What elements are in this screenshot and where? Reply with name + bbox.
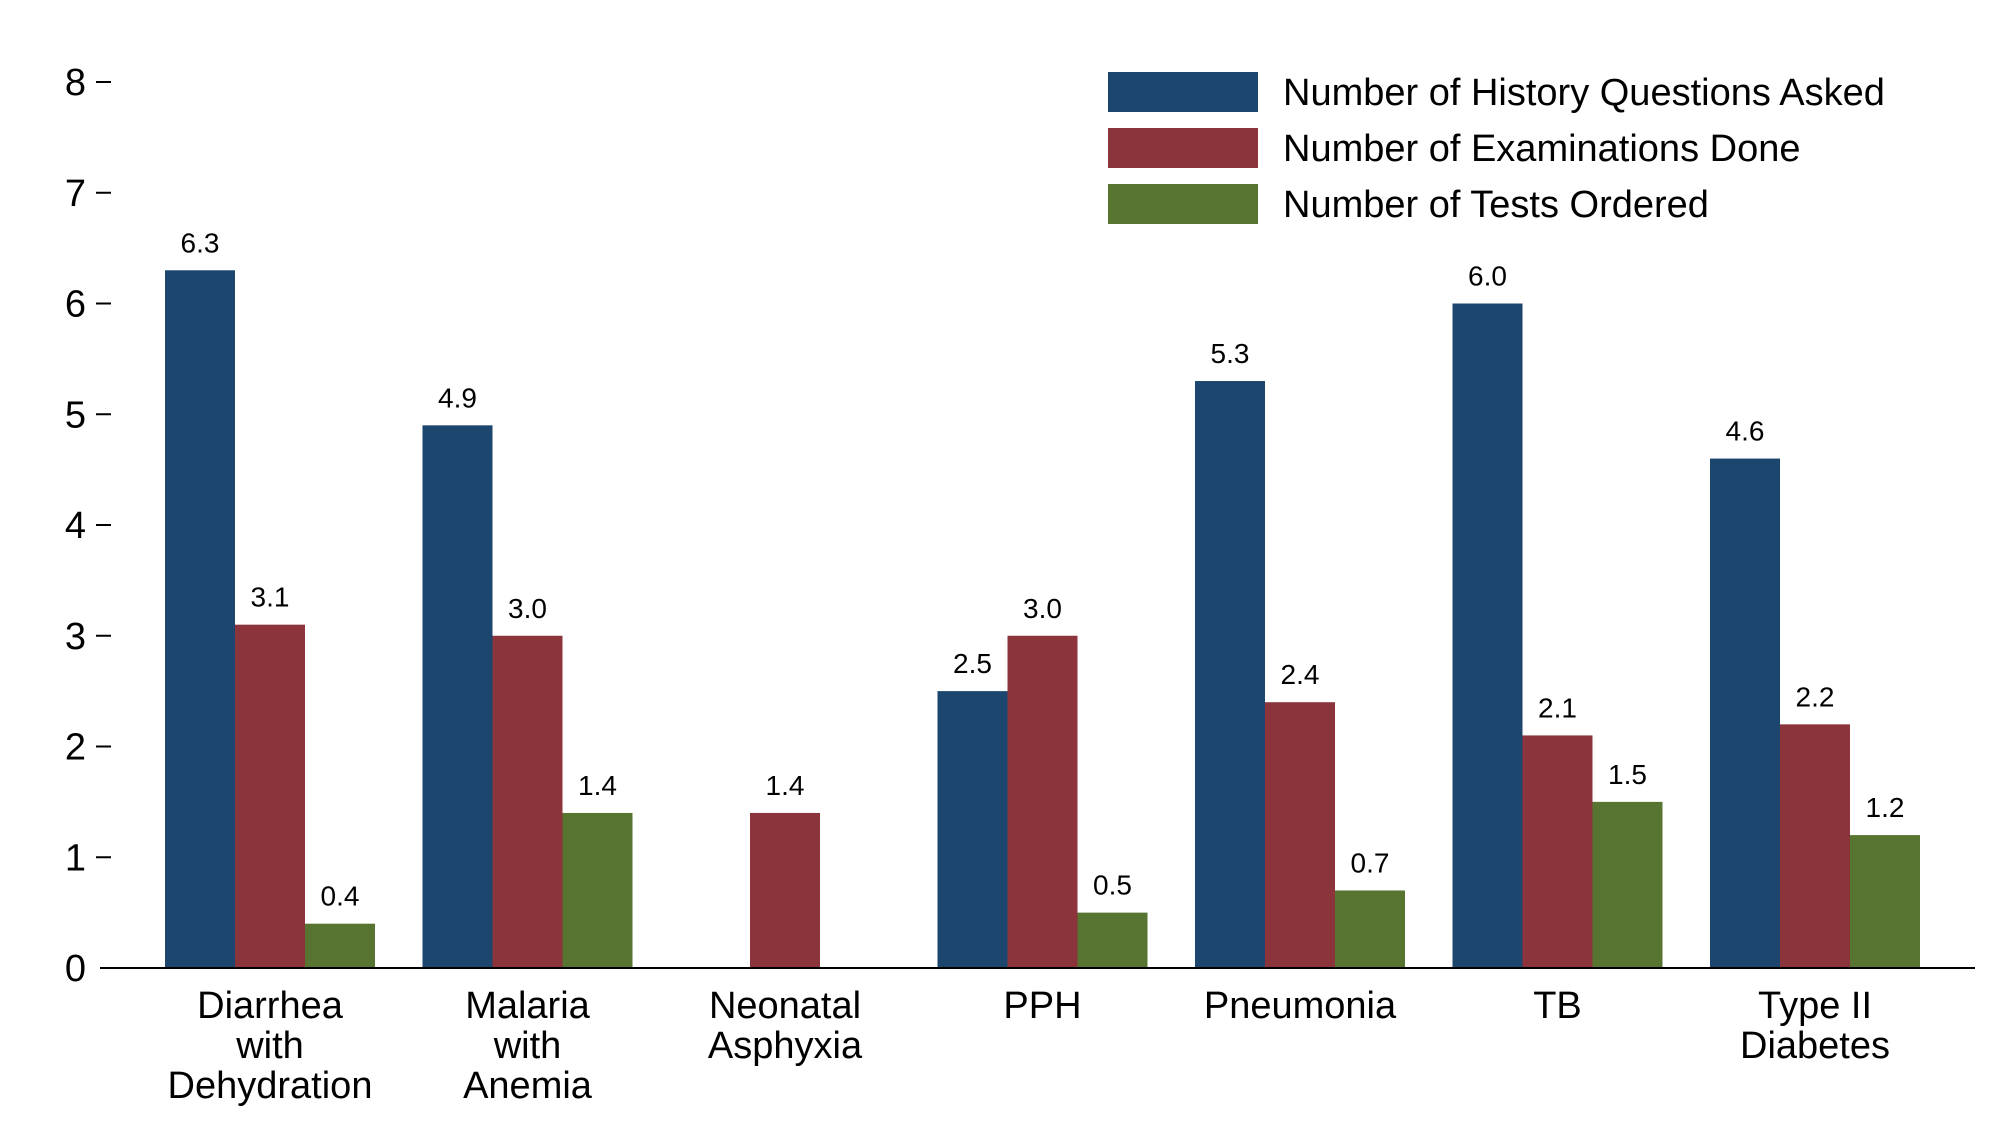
- bar: [1195, 381, 1265, 968]
- x-category-label-line: PPH: [1003, 985, 1081, 1027]
- bar-value-labels: 6.3 3.1 0.4 4.9 3.0 1.4 1.4 2.5 3.0 0.5 5.3 2.4 0.7 6…: [181, 227, 1905, 911]
- legend: Number of History Questions Asked Number …: [1108, 72, 1885, 226]
- x-category-label-line: Malaria: [465, 985, 590, 1027]
- y-tick-label: 6: [65, 284, 86, 326]
- y-axis: 0 1 2 3 4 5 6 7 8: [65, 62, 111, 990]
- legend-label: Number of Examinations Done: [1283, 128, 1800, 170]
- bar: [750, 812, 820, 968]
- bar-value-label: 2.2: [1796, 681, 1835, 712]
- x-category-label-line: Type II: [1758, 985, 1872, 1027]
- bar: [422, 425, 493, 968]
- y-tick-label: 8: [65, 62, 86, 104]
- y-tick-label: 5: [65, 394, 86, 436]
- x-category-label: TB: [1533, 985, 1582, 1027]
- bar-value-label: 2.4: [1281, 659, 1320, 690]
- x-category-label-line: Pneumonia: [1204, 985, 1397, 1027]
- bar: [165, 270, 235, 968]
- x-category-label-line: with: [235, 1025, 304, 1067]
- x-category-label-line: Diabetes: [1740, 1025, 1890, 1067]
- x-category-label: Malaria with Anemia: [463, 985, 593, 1107]
- bar: [1850, 835, 1920, 968]
- y-tick-label: 3: [65, 616, 86, 658]
- bar: [1780, 724, 1850, 968]
- bar: [562, 812, 633, 968]
- x-category-label-line: Asphyxia: [708, 1025, 863, 1067]
- bar-value-label: 6.0: [1468, 261, 1507, 292]
- legend-label: Number of Tests Ordered: [1283, 184, 1709, 226]
- x-category-label: PPH: [1003, 985, 1081, 1027]
- bar-value-label: 3.0: [1023, 593, 1062, 624]
- legend-swatch: [1108, 184, 1258, 224]
- bar-value-label: 6.3: [181, 227, 220, 258]
- bar-value-label: 0.5: [1093, 870, 1132, 901]
- bar: [1335, 890, 1405, 968]
- bar-value-label: 5.3: [1211, 338, 1250, 369]
- bar: [1007, 635, 1078, 968]
- bar-value-label: 1.4: [766, 770, 805, 801]
- x-category-label-line: Neonatal: [709, 985, 861, 1027]
- legend-label: Number of History Questions Asked: [1283, 72, 1885, 114]
- bars: [165, 270, 1920, 968]
- x-category-label: Neonatal Asphyxia: [708, 985, 863, 1067]
- bar-value-label: 0.7: [1351, 847, 1390, 878]
- bar-value-label: 3.0: [508, 593, 547, 624]
- bar-value-label: 3.1: [251, 582, 290, 613]
- y-tick-label: 1: [65, 837, 86, 879]
- x-category-label-line: Diarrhea: [197, 985, 344, 1027]
- legend-swatch: [1108, 128, 1258, 168]
- y-tick-label: 2: [65, 727, 86, 769]
- x-category-label: Pneumonia: [1204, 985, 1397, 1027]
- bar: [492, 635, 563, 968]
- bar-value-label: 1.5: [1608, 759, 1647, 790]
- bar-value-label: 0.4: [321, 881, 360, 912]
- bar-value-label: 4.6: [1726, 416, 1765, 447]
- bar-value-label: 2.1: [1538, 692, 1577, 723]
- bar-value-label: 1.4: [578, 770, 617, 801]
- y-tick-label: 7: [65, 173, 86, 215]
- bar: [1265, 702, 1335, 968]
- bar-value-label: 1.2: [1866, 792, 1905, 823]
- bar: [1077, 912, 1148, 968]
- x-category-label: Diarrhea with Dehydration: [168, 985, 373, 1107]
- bar: [235, 624, 305, 968]
- x-category-label-line: TB: [1533, 985, 1582, 1027]
- bar-value-label: 2.5: [953, 648, 992, 679]
- x-category-label-line: with: [493, 1025, 562, 1067]
- bar-value-label: 4.9: [438, 382, 477, 413]
- y-tick-label: 0: [65, 948, 86, 990]
- bar: [937, 691, 1008, 968]
- bar: [1522, 735, 1593, 968]
- bar: [1452, 303, 1523, 968]
- x-category-label-line: Anemia: [463, 1065, 593, 1107]
- y-tick-label: 4: [65, 505, 86, 547]
- x-category-label: Type II Diabetes: [1740, 985, 1890, 1067]
- x-category-label-line: Dehydration: [168, 1065, 373, 1107]
- legend-swatch: [1108, 72, 1258, 112]
- bar: [305, 923, 375, 968]
- bar: [1710, 458, 1780, 968]
- bar: [1592, 801, 1663, 968]
